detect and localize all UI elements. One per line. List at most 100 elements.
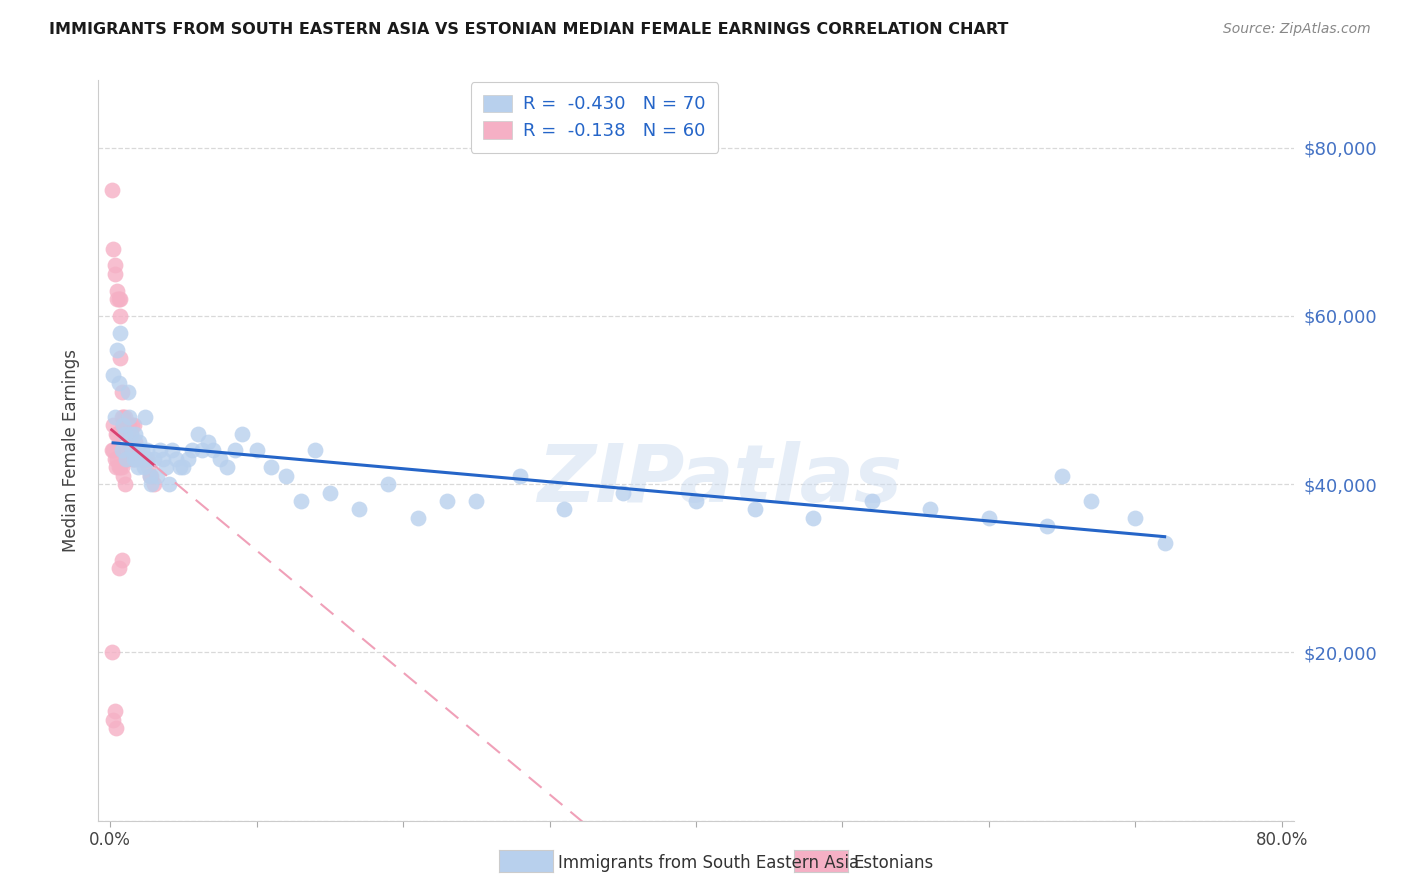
Point <box>132 460 155 475</box>
Point <box>377 477 399 491</box>
Point <box>107 343 129 357</box>
Point <box>260 460 283 475</box>
Point <box>120 426 142 441</box>
Point <box>977 510 1000 524</box>
Point <box>110 326 132 340</box>
Point <box>103 704 125 718</box>
Point <box>304 443 326 458</box>
Point <box>141 468 163 483</box>
Point <box>1036 519 1059 533</box>
Point <box>108 460 131 475</box>
Point <box>110 309 132 323</box>
Point <box>149 443 172 458</box>
Point <box>131 443 153 458</box>
Point <box>152 451 174 466</box>
Point <box>181 443 204 458</box>
Point <box>111 409 134 424</box>
Point <box>290 494 312 508</box>
Point <box>103 267 125 281</box>
Point <box>103 409 125 424</box>
Point <box>111 460 134 475</box>
Point <box>143 477 166 491</box>
Point <box>136 460 159 475</box>
Point <box>127 460 149 475</box>
Point <box>136 451 159 466</box>
Point <box>169 460 191 475</box>
Point <box>111 443 134 458</box>
Point <box>744 502 766 516</box>
Point <box>208 451 231 466</box>
Point <box>132 451 155 466</box>
Point <box>436 494 458 508</box>
Point <box>553 502 575 516</box>
Point <box>197 435 219 450</box>
Point <box>114 418 136 433</box>
Point <box>146 468 169 483</box>
Point <box>160 443 183 458</box>
Point <box>122 451 145 466</box>
Point <box>115 418 138 433</box>
Point <box>100 183 122 197</box>
Text: Estonians: Estonians <box>853 854 934 871</box>
Point <box>103 451 125 466</box>
Point <box>141 477 163 491</box>
Text: ZIPatlas: ZIPatlas <box>537 441 903 519</box>
Point <box>319 485 342 500</box>
Point <box>1080 494 1102 508</box>
Point <box>117 384 139 399</box>
Point <box>920 502 942 516</box>
Point <box>108 561 131 575</box>
Point <box>509 468 531 483</box>
Point <box>114 426 136 441</box>
Point <box>108 292 131 306</box>
Point <box>860 494 883 508</box>
Point <box>114 443 136 458</box>
Point <box>231 426 253 441</box>
Point <box>110 292 132 306</box>
Text: Immigrants from South Eastern Asia: Immigrants from South Eastern Asia <box>558 854 859 871</box>
Point <box>114 477 136 491</box>
Point <box>801 510 824 524</box>
Legend: R =  -0.430   N = 70, R =  -0.138   N = 60: R = -0.430 N = 70, R = -0.138 N = 60 <box>471 82 718 153</box>
Point <box>108 376 131 391</box>
Point <box>107 284 129 298</box>
Point <box>122 418 145 433</box>
Point <box>103 259 125 273</box>
Point <box>128 435 150 450</box>
Point <box>105 426 128 441</box>
Point <box>155 460 177 475</box>
Point <box>114 409 136 424</box>
Point <box>117 418 139 433</box>
Point <box>118 418 141 433</box>
Point <box>118 409 141 424</box>
Point <box>143 451 166 466</box>
Point <box>112 468 135 483</box>
Point <box>191 443 214 458</box>
Point <box>107 426 129 441</box>
Point <box>122 451 145 466</box>
Point <box>685 494 707 508</box>
Point <box>124 426 146 441</box>
Point <box>165 451 187 466</box>
Point <box>129 451 152 466</box>
Point <box>135 451 157 466</box>
Point <box>118 443 141 458</box>
Point <box>111 384 134 399</box>
Point <box>112 418 135 433</box>
Point <box>125 443 148 458</box>
Point <box>107 292 129 306</box>
Point <box>105 721 128 735</box>
Point <box>1153 536 1175 550</box>
Point <box>120 426 142 441</box>
Point <box>406 510 429 524</box>
Text: IMMIGRANTS FROM SOUTH EASTERN ASIA VS ESTONIAN MEDIAN FEMALE EARNINGS CORRELATIO: IMMIGRANTS FROM SOUTH EASTERN ASIA VS ES… <box>49 22 1008 37</box>
Point <box>111 553 134 567</box>
Point <box>125 451 148 466</box>
Point <box>115 451 138 466</box>
Point <box>110 460 132 475</box>
Point <box>131 451 153 466</box>
Point <box>107 451 129 466</box>
Point <box>1125 510 1147 524</box>
Point <box>112 409 135 424</box>
Point <box>101 713 124 727</box>
